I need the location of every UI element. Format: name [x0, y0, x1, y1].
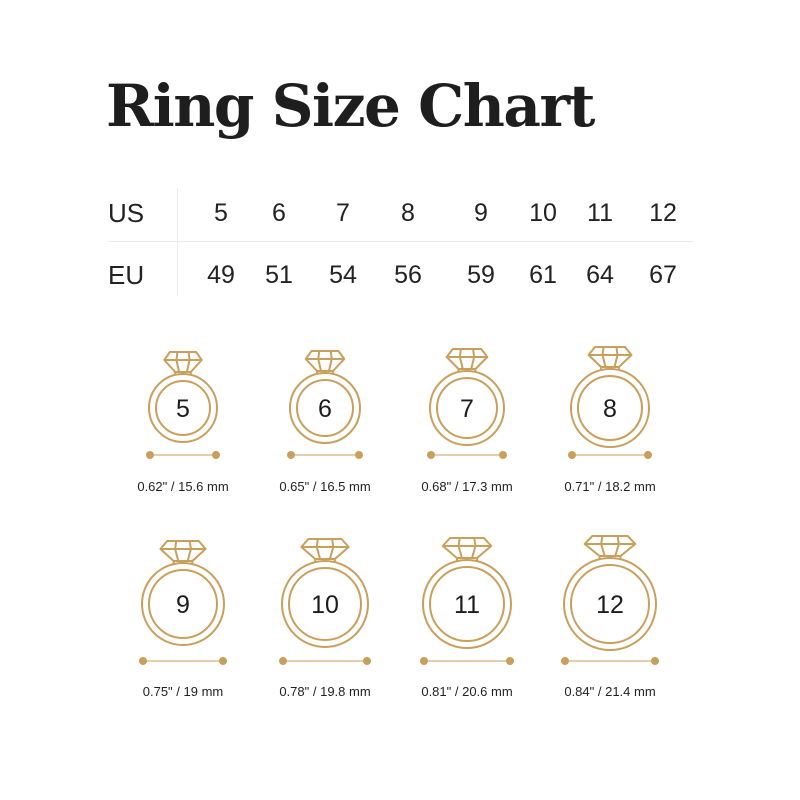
table-cell-eu-2: 54	[329, 261, 357, 289]
diamond-outline	[587, 346, 633, 368]
ring-5: 5	[146, 351, 220, 459]
diameter-dot-right	[506, 657, 514, 665]
table-cell-eu-3: 56	[394, 261, 422, 289]
diameter-dot-right	[644, 451, 652, 459]
diameter-dot-left	[139, 657, 147, 665]
ring-inner-band	[155, 380, 211, 436]
ring-inner-band	[577, 375, 643, 441]
ring-11: 11	[420, 537, 514, 665]
diameter-dot-left	[561, 657, 569, 665]
table-cell-us-7: 12	[649, 199, 677, 227]
ring-outer-band	[289, 372, 361, 444]
table-cell-us-1: 6	[272, 199, 286, 227]
ring-inner-band	[570, 564, 650, 644]
diamond-icon	[583, 535, 637, 557]
ring-outer-band	[429, 370, 505, 446]
diamond-outline	[163, 351, 203, 373]
table-cell-us-3: 8	[401, 199, 415, 227]
ring-6: 6	[287, 350, 363, 459]
table-cell-eu-6: 64	[586, 261, 614, 289]
diameter-dot-right	[651, 657, 659, 665]
table-cell-us-5: 10	[529, 199, 557, 227]
diamond-outline	[445, 348, 489, 370]
ring-size-number: 5	[176, 395, 190, 423]
ring-inner-band	[148, 569, 218, 639]
diameter-dot-right	[219, 657, 227, 665]
diamond-outline	[159, 540, 207, 562]
diamond-icon	[587, 346, 633, 368]
ring-size-number: 9	[176, 591, 190, 619]
diamond-outline	[441, 537, 493, 559]
table-cell-eu-7: 67	[649, 261, 677, 289]
diamond-outline	[583, 535, 637, 557]
diamond-icon	[441, 537, 493, 559]
ring-7: 7	[427, 348, 507, 459]
ring-outer-band	[570, 368, 650, 448]
table-cell-eu-0: 49	[207, 261, 235, 289]
table-vertical-divider	[177, 188, 178, 296]
table-cell-us-2: 7	[336, 199, 350, 227]
ring-size-number: 10	[311, 591, 339, 619]
ring-size-number: 7	[460, 395, 474, 423]
ring-outer-band	[148, 373, 218, 443]
table-cell-us-4: 9	[474, 199, 488, 227]
table-horizontal-divider	[108, 241, 694, 242]
page-title: Ring Size Chart	[106, 72, 595, 140]
row-label-us: US	[108, 198, 145, 228]
diameter-dot-right	[355, 451, 363, 459]
diameter-dot-right	[499, 451, 507, 459]
ring-outer-band	[563, 557, 657, 651]
ring-size-number: 6	[318, 395, 332, 423]
table-cell-eu-5: 61	[529, 261, 557, 289]
diamond-icon	[300, 538, 350, 560]
table-cell-us-6: 11	[587, 199, 613, 227]
row-label-eu: EU	[108, 260, 145, 290]
diamond-icon	[163, 351, 203, 373]
diameter-dot-left	[287, 451, 295, 459]
diamond-outline	[300, 538, 350, 560]
ring-inner-band	[429, 566, 505, 642]
ring-8: 8	[568, 346, 652, 459]
diameter-dot-left	[279, 657, 287, 665]
ring-10: 10	[279, 538, 371, 665]
ring-inner-band	[436, 377, 498, 439]
ring-measurement-label: 0.71" / 18.2 mm	[564, 479, 656, 494]
ring-outer-band	[281, 560, 369, 648]
table-cell-us-0: 5	[214, 199, 228, 227]
ring-outer-band	[422, 559, 512, 649]
ring-size-number: 8	[603, 395, 617, 423]
table-cell-eu-4: 59	[467, 261, 495, 289]
diamond-icon	[304, 350, 346, 372]
ring-measurement-label: 0.65" / 16.5 mm	[279, 479, 371, 494]
diameter-dot-left	[427, 451, 435, 459]
ring-measurement-label: 0.75" / 19 mm	[142, 684, 224, 699]
diamond-icon	[445, 348, 489, 370]
ring-size-number: 11	[454, 591, 480, 619]
ring-measurement-label: 0.81" / 20.6 mm	[421, 684, 513, 699]
ring-measurement-label: 0.84" / 21.4 mm	[564, 684, 656, 699]
ring-measurement-label: 0.78" / 19.8 mm	[279, 684, 371, 699]
table-cell-eu-1: 51	[265, 261, 293, 289]
ring-measurement-label: 0.62" / 15.6 mm	[137, 479, 229, 494]
diameter-dot-left	[420, 657, 428, 665]
diamond-outline	[304, 350, 346, 372]
ring-9: 9	[139, 540, 227, 665]
diameter-dot-right	[363, 657, 371, 665]
ring-inner-band	[296, 379, 354, 437]
diameter-dot-right	[212, 451, 220, 459]
diameter-dot-left	[568, 451, 576, 459]
diameter-dot-left	[146, 451, 154, 459]
ring-measurement-label: 0.68" / 17.3 mm	[421, 479, 513, 494]
diamond-icon	[159, 540, 207, 562]
ring-size-number: 12	[596, 591, 624, 619]
ring-inner-band	[288, 567, 362, 641]
ring-12: 12	[561, 535, 659, 665]
ring-outer-band	[141, 562, 225, 646]
